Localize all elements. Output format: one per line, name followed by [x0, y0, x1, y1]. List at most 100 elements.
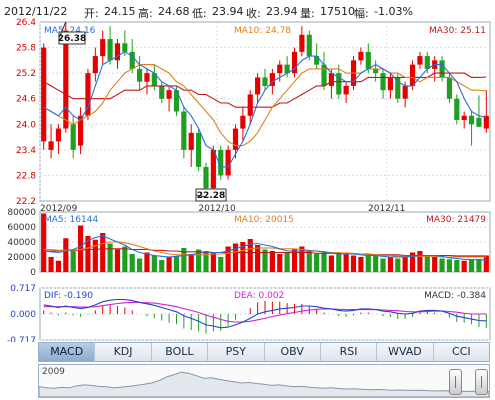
- candle-body: [181, 111, 187, 150]
- tab-rsi[interactable]: RSI: [321, 343, 378, 361]
- candle-body: [166, 90, 172, 99]
- volume-bar: [291, 249, 298, 272]
- candle-body: [255, 77, 261, 95]
- candle-body: [225, 149, 231, 176]
- candle-body: [70, 124, 76, 150]
- volume-ma10-legend: MA10: 20015: [234, 215, 294, 225]
- volume-panel[interactable]: 80000 60000 40000 20000 0 MA5: 16144 MA10: 200…: [7, 208, 491, 278]
- candle-body: [358, 51, 364, 61]
- volume-bar: [417, 251, 423, 272]
- candle-body: [299, 34, 305, 52]
- macd-legend: MACD: -0.384: [424, 291, 486, 301]
- navigator-year-label: 2009: [42, 367, 65, 377]
- volume-ma5-legend: MA5: 16144: [44, 215, 98, 225]
- volume-bar: [114, 249, 121, 272]
- volume-bar: [365, 254, 371, 272]
- volume-label: 量:: [300, 7, 315, 20]
- candle-body: [409, 64, 416, 86]
- volume-bar: [247, 239, 253, 272]
- candle-body: [306, 34, 312, 57]
- candle-body: [476, 117, 482, 127]
- tab-kdj[interactable]: KDJ: [95, 343, 152, 361]
- volume-bar: [395, 258, 401, 272]
- candle-body: [77, 115, 84, 146]
- volume-bar: [63, 238, 69, 272]
- volume-bar: [483, 255, 489, 272]
- date-axis-label: 2012/10: [198, 204, 236, 214]
- volume-bar: [328, 255, 334, 272]
- candle-body: [439, 60, 445, 78]
- candle-body: [122, 43, 128, 52]
- volume-bar: [461, 260, 467, 272]
- candle-body: [100, 39, 106, 57]
- candle-body: [336, 73, 342, 95]
- navigator-sparkline: [39, 371, 489, 397]
- candle-body: [395, 77, 401, 99]
- stock-charts: 26.4 25.8 25.2 24.6 24.0 23.4 22.8 22.2 2012/09 2…: [7, 18, 491, 342]
- open-label: 开:: [84, 7, 99, 20]
- max-price-pointer: [58, 21, 67, 39]
- volume-tick-label: 80000: [7, 208, 36, 218]
- volume-bar: [196, 249, 202, 272]
- volume-bar: [402, 257, 408, 272]
- tab-wvad[interactable]: WVAD: [377, 343, 434, 361]
- macd-tick-label: -0.717: [7, 336, 36, 342]
- candle-body: [188, 132, 194, 150]
- candle-body: [114, 43, 121, 61]
- navigator-right-handle[interactable]: [475, 369, 488, 395]
- volume-tick-label: 60000: [7, 223, 36, 233]
- candle-body: [107, 39, 113, 61]
- volume-tick-label: 20000: [7, 253, 36, 263]
- candle-body: [55, 128, 62, 142]
- volume-bar: [380, 258, 386, 272]
- volume-bar: [100, 233, 106, 272]
- close-label: 收:: [246, 7, 261, 20]
- tab-cci[interactable]: CCI: [452, 345, 471, 358]
- price-tick-label: 23.4: [16, 146, 36, 156]
- high-label: 高:: [138, 7, 153, 20]
- price-ma30-legend: MA30: 25.11: [429, 26, 486, 36]
- volume-bar: [314, 254, 320, 272]
- volume-bar: [203, 251, 209, 272]
- candle-body: [151, 73, 157, 86]
- candle-body: [92, 56, 98, 74]
- candle-body: [314, 56, 320, 65]
- volume-bar: [284, 252, 290, 272]
- tab-psy[interactable]: PSY: [208, 343, 265, 361]
- candle-body: [291, 51, 298, 74]
- candle-body: [48, 141, 54, 150]
- volume-tick-label: 0: [30, 268, 36, 278]
- volume-bar: [240, 242, 246, 272]
- volume-bar: [269, 251, 275, 272]
- tab-boll[interactable]: BOLL: [152, 343, 209, 361]
- ma10-line: [43, 64, 487, 147]
- macd-tick-label: 0.717: [10, 284, 36, 294]
- volume-bar: [210, 252, 216, 272]
- min-price-label: 22.28: [197, 191, 225, 201]
- candle-body: [144, 73, 150, 82]
- tab-obv[interactable]: OBV: [265, 343, 321, 361]
- volume-bar: [181, 248, 187, 272]
- candle-body: [203, 166, 209, 189]
- macd-panel[interactable]: 0.717 0.000 -0.717 DIF: -0.190 DEA: 0.002 MAC…: [7, 284, 491, 342]
- volume-bar: [77, 225, 84, 272]
- candle-body: [41, 47, 47, 142]
- volume-ma30-legend: MA30: 21479: [426, 215, 486, 225]
- price-tick-label: 22.2: [16, 197, 36, 207]
- volume-bar: [166, 257, 172, 272]
- tab-macd[interactable]: MACD: [39, 343, 96, 361]
- volume-bar: [122, 246, 128, 272]
- navigator-left-handle[interactable]: [449, 369, 462, 395]
- volume-bar: [343, 252, 349, 272]
- ma5-line: [43, 51, 487, 168]
- high-value: 24.68: [158, 5, 190, 18]
- candle-body: [232, 128, 239, 150]
- price-panel[interactable]: 26.4 25.8 25.2 24.6 24.0 23.4 22.8 22.2 2012/09 2…: [16, 18, 491, 214]
- change-value: -1.03%: [374, 5, 413, 18]
- volume-bar: [321, 252, 327, 272]
- candle-body: [129, 51, 135, 69]
- range-navigator[interactable]: 2009: [38, 364, 490, 398]
- price-tick-label: 26.4: [16, 18, 36, 28]
- date-axis-label: 2012/09: [40, 204, 78, 214]
- price-tick-label: 22.8: [16, 171, 36, 181]
